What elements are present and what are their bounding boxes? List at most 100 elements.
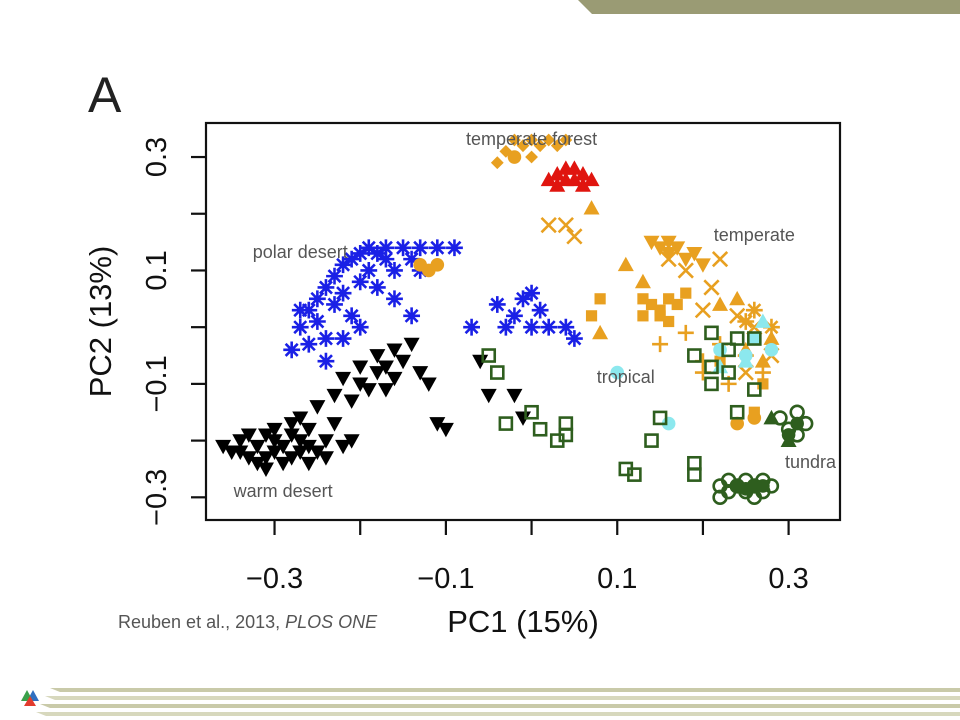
point-open-square <box>687 348 702 363</box>
point-asterisk <box>745 301 763 319</box>
group-label: temperate <box>713 225 795 246</box>
point-open-square <box>704 325 719 341</box>
point-triangle-down <box>275 456 292 472</box>
point-asterisk <box>343 307 361 325</box>
point-triangle-down <box>660 235 677 251</box>
point-diamond <box>516 139 530 153</box>
point-diamond <box>525 133 538 147</box>
point-triangle-down <box>309 400 326 415</box>
group-label: warm desert <box>233 480 333 501</box>
group-label: polar desert <box>252 242 348 263</box>
point-triangle-down <box>669 241 686 256</box>
point-square <box>637 310 649 322</box>
point-triangle-down <box>266 422 283 438</box>
point-triangle-down <box>343 434 360 449</box>
point-triangle-down <box>326 388 343 404</box>
point-asterisk <box>291 301 309 319</box>
point-asterisk <box>308 313 326 330</box>
point-square <box>654 310 666 322</box>
point-asterisk <box>377 250 395 268</box>
point-triangle-down <box>257 462 274 477</box>
point-plus <box>677 324 694 341</box>
point-triangle-down <box>257 451 274 466</box>
point-asterisk <box>566 330 583 347</box>
point-x <box>540 216 557 234</box>
y-tick-label: −0.1 <box>141 355 173 412</box>
point-circle <box>764 343 779 357</box>
point-triangle-down <box>652 241 669 256</box>
point-triangle-up <box>780 432 797 447</box>
point-triangle-down <box>420 377 437 392</box>
point-asterisk <box>506 307 523 325</box>
point-asterisk <box>368 279 386 296</box>
point-x <box>694 302 712 319</box>
point-square <box>663 293 675 305</box>
point-triangle-down <box>283 417 300 432</box>
point-triangle-down <box>232 445 249 460</box>
point-triangle-down <box>292 434 309 449</box>
header-accent-wedge <box>578 0 592 14</box>
point-triangle-down <box>249 439 266 455</box>
point-triangle-up <box>592 324 609 340</box>
point-open-square <box>524 404 539 420</box>
data-points <box>215 133 814 506</box>
point-square <box>757 378 769 390</box>
point-asterisk <box>523 284 540 302</box>
point-open-square <box>558 416 574 431</box>
point-square <box>671 298 683 311</box>
point-triangle-down <box>232 434 249 449</box>
point-asterisk <box>308 290 326 308</box>
point-triangle-up <box>754 313 771 328</box>
point-open-square <box>721 342 736 358</box>
point-square <box>654 304 666 316</box>
point-asterisk <box>326 296 343 313</box>
point-circle <box>756 479 770 493</box>
point-asterisk <box>488 296 506 313</box>
point-triangle-down <box>386 371 403 387</box>
point-asterisk <box>300 301 318 319</box>
point-triangle-down <box>472 354 489 370</box>
point-asterisk <box>531 301 549 319</box>
point-asterisk <box>351 245 369 262</box>
plot-frame <box>204 121 842 522</box>
point-triangle-down <box>335 439 352 455</box>
point-asterisk <box>360 262 378 279</box>
point-asterisk <box>403 250 421 268</box>
point-asterisk <box>317 352 335 370</box>
point-diamond <box>508 133 521 147</box>
point-asterisk <box>351 318 369 336</box>
point-diamond <box>559 133 573 147</box>
point-asterisk <box>463 318 480 336</box>
point-circle <box>730 416 744 431</box>
point-asterisk <box>394 239 412 257</box>
x-tick-label: −0.1 <box>417 563 474 595</box>
citation-journal: PLOS ONE <box>285 612 378 632</box>
point-triangle-down <box>377 383 394 398</box>
point-triangle-down <box>283 428 300 443</box>
point-triangle-down <box>506 388 523 404</box>
point-triangle-up <box>566 171 583 187</box>
point-diamond <box>533 139 547 153</box>
point-triangle-down <box>660 247 677 262</box>
point-x <box>557 216 574 234</box>
point-open-square <box>704 376 719 392</box>
point-square <box>748 406 760 418</box>
point-plus <box>652 336 669 353</box>
point-triangle-down <box>240 451 257 466</box>
y-tick-label: −0.3 <box>141 469 173 526</box>
point-triangle-up <box>557 160 574 175</box>
point-triangle-down <box>326 417 343 432</box>
point-asterisk <box>283 341 301 359</box>
point-triangle-down <box>515 411 531 426</box>
point-triangle-up <box>634 273 651 289</box>
point-open-square <box>627 467 642 482</box>
point-asterisk <box>317 279 335 296</box>
point-asterisk <box>763 318 780 336</box>
point-x <box>703 279 720 296</box>
point-open-circle <box>789 404 805 420</box>
point-asterisk <box>334 284 352 302</box>
point-triangle-up <box>729 290 746 306</box>
point-triangle-up <box>754 353 771 368</box>
point-triangle-down <box>694 258 711 273</box>
point-triangle-up <box>763 409 780 425</box>
